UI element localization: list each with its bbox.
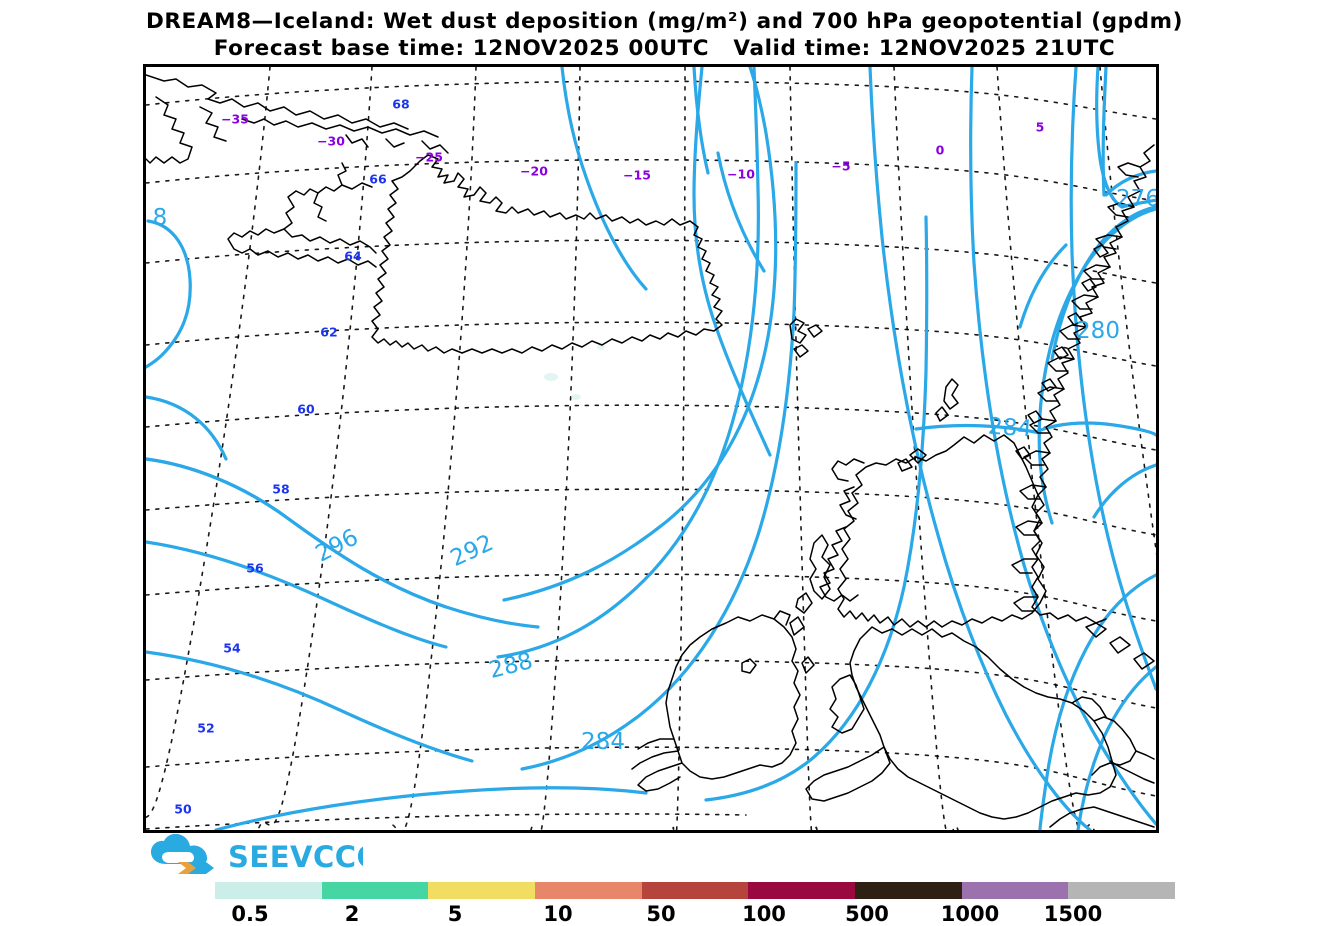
lon-label: 5 bbox=[1035, 119, 1045, 135]
lat-label: 56 bbox=[246, 560, 264, 576]
contour-label: 276 bbox=[1116, 186, 1159, 212]
title-line-2: Forecast base time: 12NOV2025 00UTC Vali… bbox=[213, 36, 1116, 61]
colorbar-tick: 0.5 bbox=[231, 902, 269, 926]
title-line-1: DREAM8—Iceland: Wet dust deposition (mg/… bbox=[145, 9, 1184, 34]
lat-label: 50 bbox=[174, 801, 192, 817]
geopotential-contours bbox=[146, 67, 1156, 830]
page-title: DREAM8—Iceland: Wet dust deposition (mg/… bbox=[0, 8, 1329, 62]
lat-label: 64 bbox=[344, 248, 362, 264]
lon-label: −15 bbox=[623, 167, 651, 183]
colorbar: 0.5 2 5 10 50 100 500 1000 1500 bbox=[215, 882, 1176, 926]
lat-label: 68 bbox=[392, 96, 410, 112]
contour-label: 8 bbox=[152, 205, 168, 231]
colorbar-segment bbox=[1068, 882, 1176, 899]
graticule-latitude bbox=[146, 80, 1156, 830]
contour-label: 280 bbox=[1076, 318, 1120, 344]
lon-label: −30 bbox=[317, 133, 345, 149]
colorbar-segment bbox=[215, 882, 322, 899]
lon-label: −25 bbox=[415, 149, 443, 165]
cloud-arrow-icon bbox=[151, 834, 214, 874]
colorbar-segment bbox=[641, 882, 749, 899]
seevccc-logo: SEEVCCC bbox=[151, 834, 363, 874]
colorbar-segment bbox=[855, 882, 962, 899]
colorbar-tick: 500 bbox=[845, 902, 889, 926]
colorbar-strip bbox=[215, 882, 1176, 899]
lat-label: 66 bbox=[369, 171, 387, 187]
map-canvas[interactable]: −35 −30 −25 −20 −15 −10 −5 0 5 68 66 64 … bbox=[143, 64, 1159, 833]
colorbar-tick: 2 bbox=[344, 902, 360, 926]
contour-label: 284 bbox=[581, 729, 625, 755]
lat-label: 52 bbox=[197, 720, 215, 736]
lon-label: −5 bbox=[831, 158, 851, 174]
lon-label: −35 bbox=[221, 111, 249, 127]
colorbar-tick: 100 bbox=[742, 902, 786, 926]
colorbar-ticks: 0.5 2 5 10 50 100 500 1000 1500 bbox=[215, 902, 1175, 926]
colorbar-tick: 1500 bbox=[1043, 902, 1103, 926]
lon-label: −20 bbox=[520, 163, 548, 179]
lon-label: −10 bbox=[727, 166, 755, 182]
colorbar-segment bbox=[428, 882, 536, 899]
contour-label: 284 bbox=[987, 413, 1033, 443]
colorbar-segment bbox=[535, 882, 642, 899]
lat-label: 54 bbox=[223, 640, 241, 656]
lon-label: 0 bbox=[935, 142, 945, 158]
colorbar-segment bbox=[961, 882, 1069, 899]
colorbar-tick: 10 bbox=[543, 902, 573, 926]
lat-label: 60 bbox=[297, 401, 315, 417]
lat-label: 62 bbox=[320, 324, 338, 340]
colorbar-segment bbox=[321, 882, 429, 899]
colorbar-tick: 1000 bbox=[940, 902, 1000, 926]
coastlines bbox=[146, 74, 1155, 828]
dust-deposition-field bbox=[544, 344, 605, 400]
map-graphics bbox=[146, 67, 1156, 830]
colorbar-tick: 50 bbox=[646, 902, 676, 926]
colorbar-tick: 5 bbox=[447, 902, 463, 926]
colorbar-segment bbox=[748, 882, 856, 899]
lat-label: 58 bbox=[272, 481, 290, 497]
logo-text: SEEVCCC bbox=[228, 840, 363, 874]
